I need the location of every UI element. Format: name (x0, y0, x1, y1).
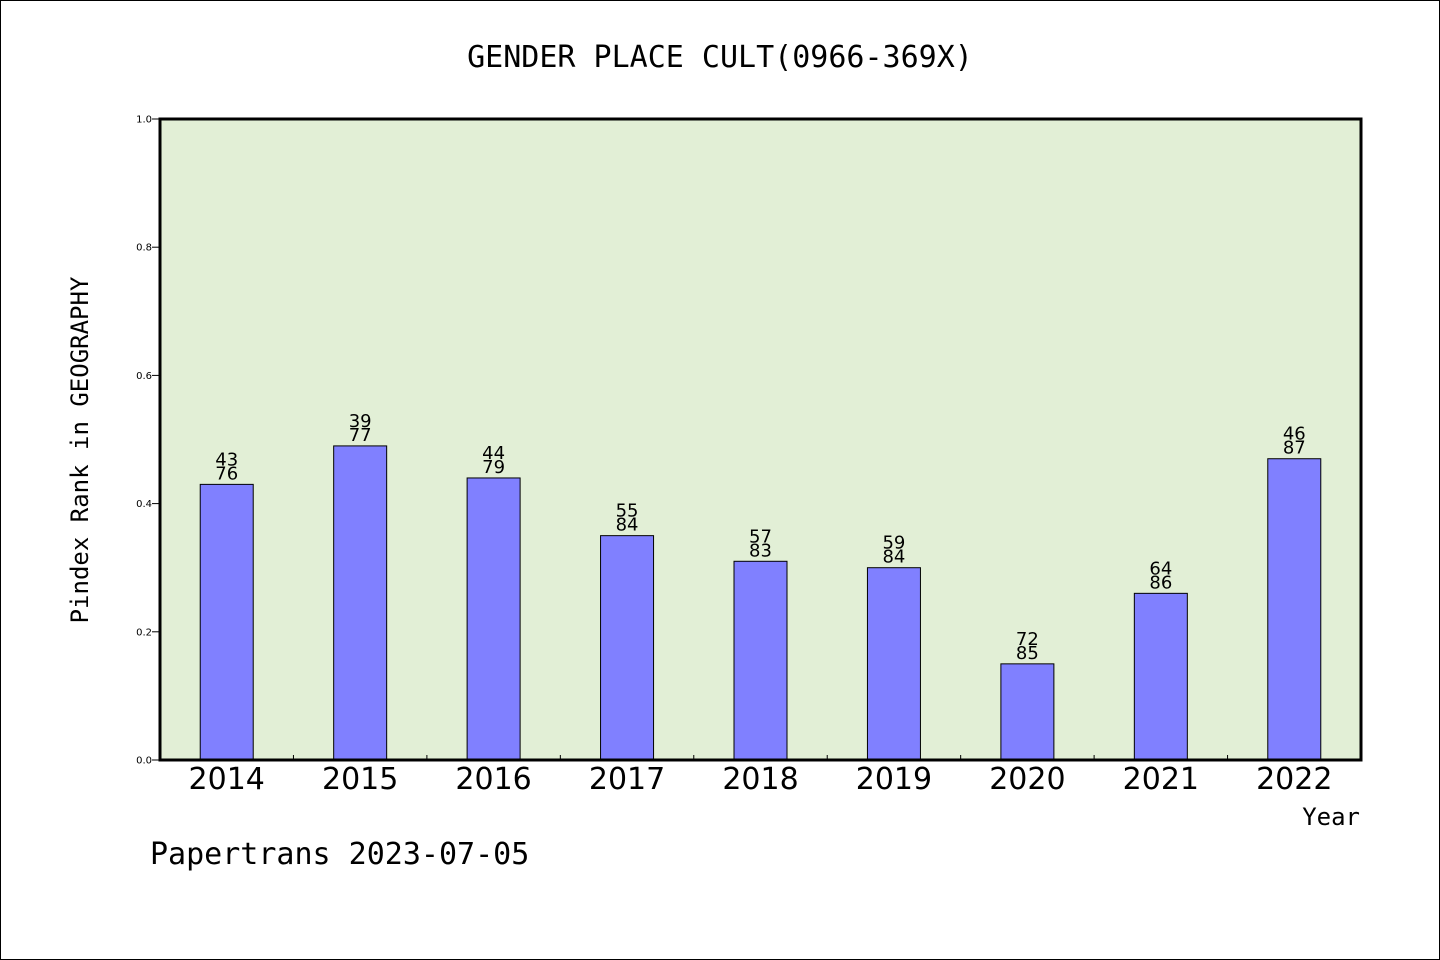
x-tick-label: 2017 (589, 762, 665, 797)
y-tick-label: 0.4 (136, 499, 152, 510)
bar-label-bottom: 84 (882, 547, 905, 568)
bar-label-bottom: 84 (616, 515, 639, 536)
y-tick-label: 0.0 (136, 756, 152, 767)
x-tick-label: 2022 (1256, 762, 1332, 797)
bar-label-bottom: 86 (1149, 572, 1172, 593)
x-tick-label: 2015 (322, 762, 398, 797)
footer-text: Papertrans 2023-07-05 (150, 837, 529, 872)
bar-label-top: 64 (1149, 558, 1172, 579)
bar-2017 (600, 535, 655, 761)
y-tick-label: 0.6 (136, 371, 152, 382)
y-axis-title: Pindex Rank in GEOGRAPHY (66, 276, 94, 623)
bar-label-top: 44 (482, 443, 505, 464)
bar-2015 (333, 445, 388, 761)
bar-label-bottom: 77 (349, 425, 372, 446)
bar-label-bottom: 87 (1283, 438, 1306, 459)
y-tick-label: 1.0 (136, 115, 152, 126)
chart-title: GENDER PLACE CULT(0966-369X) (467, 40, 973, 75)
y-tick-label: 0.8 (136, 243, 152, 254)
plot-border (158, 117, 1363, 762)
y-tick-label: 0.2 (136, 627, 152, 638)
bar-label-bottom: 85 (1016, 643, 1039, 664)
bar-2018 (733, 560, 788, 761)
x-axis: 2014 2015 2016 2017 2018 2019 2020 2021 2022 (189, 755, 1332, 797)
x-tick-label: 2016 (455, 762, 531, 797)
bar-2021 (1133, 592, 1188, 761)
bar-2016 (466, 477, 521, 761)
bar-2014 (199, 483, 254, 761)
x-tick-label: 2018 (722, 762, 798, 797)
bar-label-top: 59 (882, 533, 905, 554)
bar-label-bottom: 83 (749, 540, 772, 561)
x-tick-label: 2019 (856, 762, 932, 797)
x-tick-label: 2014 (189, 762, 265, 797)
bar-series (199, 445, 1322, 761)
bar-label-top: 55 (616, 501, 639, 522)
bar-label-top: 46 (1283, 424, 1306, 445)
bar-2022 (1267, 458, 1322, 761)
bar-label-top: 43 (215, 449, 238, 470)
bar-label-top: 72 (1016, 629, 1039, 650)
bar-2019 (866, 567, 921, 761)
bar-label-bottom: 76 (215, 463, 238, 484)
bar-label-top: 57 (749, 526, 772, 547)
x-axis-title: Year (1302, 803, 1360, 831)
bar-label-top: 39 (349, 411, 372, 432)
y-axis: 0.0 0.2 0.4 0.6 0.8 1.0 (136, 115, 160, 767)
x-tick-label: 2021 (1123, 762, 1199, 797)
bar-label-bottom: 79 (482, 457, 505, 478)
x-tick-label: 2020 (989, 762, 1065, 797)
bar-2020 (1000, 663, 1055, 761)
